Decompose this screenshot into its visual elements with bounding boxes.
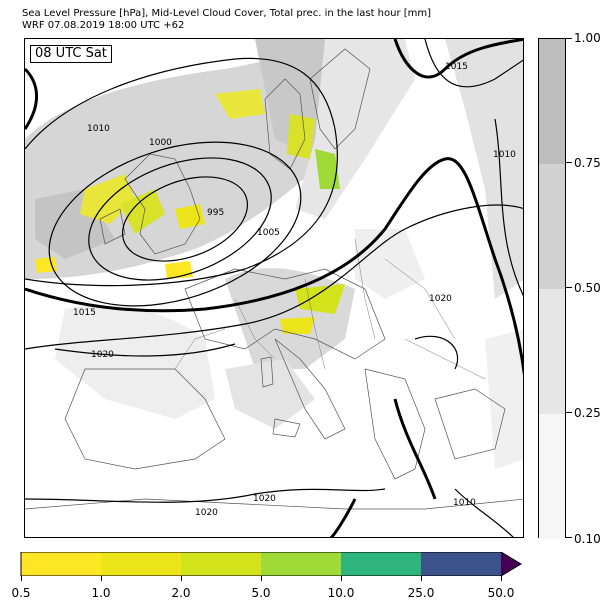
precip-tick-label: 0.5 [11,586,31,600]
precip-tick-mark [21,576,22,581]
precip-tick-mark [501,576,502,581]
precipitation-layer [35,89,345,334]
precipitation-colorbar [20,552,522,576]
precip-band-1 [21,552,101,576]
isobar-label-1010-se: 1010 [453,498,476,508]
precip-tick-mark [421,576,422,581]
isobar-label-1000: 1000 [149,138,172,148]
isobar-label-1015-ne: 1015 [445,62,468,72]
cloud-cover-colorbar [538,38,566,539]
precip-extend-arrow [501,552,521,576]
precip-band-5 [341,552,421,576]
precip-tick-mark [341,576,342,581]
precip-band-4 [261,552,341,576]
precip-band-6 [421,552,501,576]
cloud-cover-tick-mark [566,287,572,288]
isobar-label-1005: 1005 [257,228,280,238]
country-borders [174,238,486,380]
cloud-cover-band-3 [539,164,565,289]
map-title: Sea Level Pressure [hPa], Mid-Level Clou… [22,8,431,32]
coastlines [25,48,523,510]
isobars [25,39,523,537]
isobar-label-1010: 1010 [87,124,110,134]
cloud-cover-band-2 [539,289,565,414]
isobar-label-1020-e: 1020 [429,294,452,304]
cloud-cover-tick-label: 0.25 [574,406,601,420]
cloud-cover-tick-label: 1.00 [574,31,601,45]
precip-tick-label: 50.0 [487,586,515,600]
cloud-cover-tick-mark [566,412,572,413]
precip-tick-label: 1.0 [91,586,111,600]
weather-map: 995 1000 1005 1010 1015 1020 1015 1010 1… [24,38,524,538]
cloud-cover-tick-mark [566,537,572,538]
cloud-cover-tick-label: 0.75 [574,156,601,170]
precip-tick-label: 10.0 [327,586,355,600]
isobar-label-995: 995 [207,208,224,218]
cloud-cover-tick-mark [566,38,572,39]
valid-time-badge: 08 UTC Sat [30,45,112,63]
precip-tick-mark [181,576,182,581]
title-line-1: Sea Level Pressure [hPa], Mid-Level Clou… [22,8,432,19]
cloud-cover-layer [25,39,523,469]
cloud-cover-band-4 [539,39,565,164]
title-line-2: WRF 07.08.2019 18:00 UTC +62 [22,20,185,31]
precip-band-2 [101,552,181,576]
isobar-label-1020-sw: 1020 [195,508,218,518]
precip-tick-label: 25.0 [407,586,435,600]
precip-band-3 [181,552,261,576]
cloud-cover-tick-label: 0.50 [574,281,601,295]
isobar-label-1020: 1020 [91,350,114,360]
isobar-label-1020-s: 1020 [253,494,276,504]
precip-tick-label: 2.0 [171,586,191,600]
precip-tick-mark [101,576,102,581]
precip-tick-mark [261,576,262,581]
cloud-cover-tick-mark [566,162,572,163]
cloud-cover-band-1 [539,414,565,539]
precip-tick-label: 5.0 [251,586,271,600]
isobar-label-1015: 1015 [73,308,96,318]
isobar-label-1010-e: 1010 [493,150,516,160]
reference-isobar [25,39,523,537]
map-canvas: 995 1000 1005 1010 1015 1020 1015 1010 1… [25,39,523,537]
cloud-cover-tick-label: 0.10 [574,532,601,546]
isobar-labels: 995 1000 1005 1010 1015 1020 1015 1010 1… [73,62,516,518]
